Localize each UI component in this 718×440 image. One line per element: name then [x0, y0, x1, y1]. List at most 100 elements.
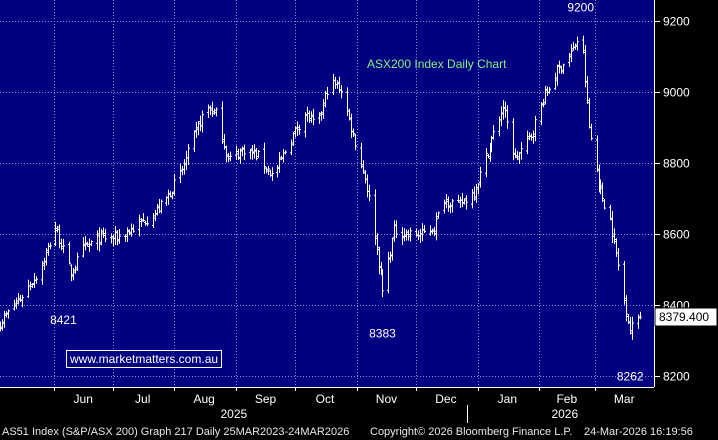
price-bar — [3, 310, 6, 328]
x-tick-label-jan: Jan — [498, 392, 517, 406]
plot-area — [0, 0, 654, 387]
price-bar — [257, 150, 260, 158]
price-bar — [156, 204, 159, 216]
price-bar — [532, 130, 535, 144]
price-bar — [86, 241, 89, 247]
price-bar — [560, 65, 563, 74]
price-bar — [556, 64, 559, 86]
price-bar — [582, 35, 585, 54]
price-bar — [276, 164, 279, 178]
footer-security: AS51 Index (S&P/ASX 200) Graph 217 Daily… — [2, 426, 350, 438]
y-tick-label-9000: 9000 — [663, 86, 690, 100]
price-bar — [104, 228, 107, 243]
price-bar — [540, 102, 543, 126]
price-bar — [391, 237, 394, 261]
price-bar — [423, 224, 426, 233]
price-bar — [112, 235, 115, 247]
price-bar — [239, 148, 242, 164]
price-bar — [554, 72, 557, 90]
price-bar — [403, 227, 406, 242]
price-bar — [631, 316, 634, 340]
price-bar — [193, 130, 196, 153]
price-bar — [401, 227, 404, 245]
price-bar — [290, 139, 293, 156]
price-bar — [528, 132, 531, 141]
price-bar — [350, 113, 353, 138]
price-bar — [187, 144, 190, 166]
price-bar — [146, 216, 149, 227]
price-bar — [310, 111, 313, 123]
price-bar — [516, 151, 519, 161]
price-bar — [152, 212, 155, 229]
price-bar — [243, 144, 246, 161]
price-bar — [601, 182, 604, 203]
price-bar — [298, 124, 301, 135]
price-bar — [395, 220, 398, 239]
price-bar — [393, 220, 396, 242]
price-bar — [17, 293, 20, 305]
price-bar — [348, 108, 351, 121]
price-bar — [546, 86, 549, 96]
x-axis: Jun Jul Aug Sep Oct Nov Dec Jan Feb Mar 2025 2026 — [54, 387, 635, 421]
x-tick-label-feb: Feb — [556, 392, 577, 406]
watermark-link[interactable]: www.marketmatters.com.au — [66, 350, 223, 368]
price-bar — [197, 121, 200, 136]
price-bar — [542, 98, 545, 108]
price-bar — [171, 191, 174, 200]
price-bar — [457, 194, 460, 203]
price-bar — [253, 144, 256, 159]
price-bar — [84, 235, 87, 251]
price-bar — [183, 159, 186, 175]
price-bar — [548, 86, 551, 94]
price-bar — [312, 108, 315, 126]
price-bar — [267, 165, 270, 176]
price-bar — [463, 198, 466, 205]
price-bar — [160, 199, 163, 214]
price-bar — [374, 189, 377, 246]
price-bars — [0, 35, 642, 340]
price-bar — [195, 122, 198, 139]
price-bar — [96, 230, 99, 251]
price-bar — [568, 52, 571, 67]
price-bar — [520, 142, 523, 160]
price-bar — [409, 227, 412, 242]
price-bar — [229, 151, 232, 162]
price-bar — [368, 184, 371, 202]
price-bar — [435, 212, 438, 241]
price-bar — [213, 108, 216, 115]
last-value-label: 8379.400 — [659, 310, 709, 324]
price-bar — [235, 145, 238, 161]
price-bar — [627, 314, 630, 325]
price-bar — [215, 107, 218, 117]
price-bar — [118, 228, 121, 244]
y-tick-label-8600: 8600 — [663, 228, 690, 242]
annotation-9200: 9200 — [567, 0, 594, 14]
price-bar — [102, 227, 105, 239]
price-bar — [0, 321, 2, 332]
price-bar — [558, 60, 561, 74]
price-bar — [255, 147, 258, 161]
last-value-tag: 8379.400 — [654, 307, 718, 327]
price-bar — [179, 164, 182, 184]
price-bar — [526, 130, 529, 155]
price-bar — [443, 199, 446, 214]
annotations: 8421 8383 9200 8262 — [50, 0, 644, 383]
price-bar — [451, 198, 454, 213]
price-bar — [405, 229, 408, 241]
price-bar — [144, 220, 147, 226]
price-bar — [360, 142, 363, 169]
x-tick-label-sep: Sep — [255, 392, 277, 406]
annotation-8421: 8421 — [50, 313, 77, 327]
price-bar — [140, 217, 143, 227]
price-bar — [41, 260, 44, 285]
price-bar — [437, 211, 440, 219]
price-bar — [378, 246, 381, 275]
price-bar — [241, 146, 244, 157]
price-bar — [318, 112, 321, 124]
price-bar — [284, 150, 287, 155]
price-bar — [623, 260, 626, 305]
price-bar — [142, 213, 145, 222]
price-bar — [326, 86, 329, 100]
